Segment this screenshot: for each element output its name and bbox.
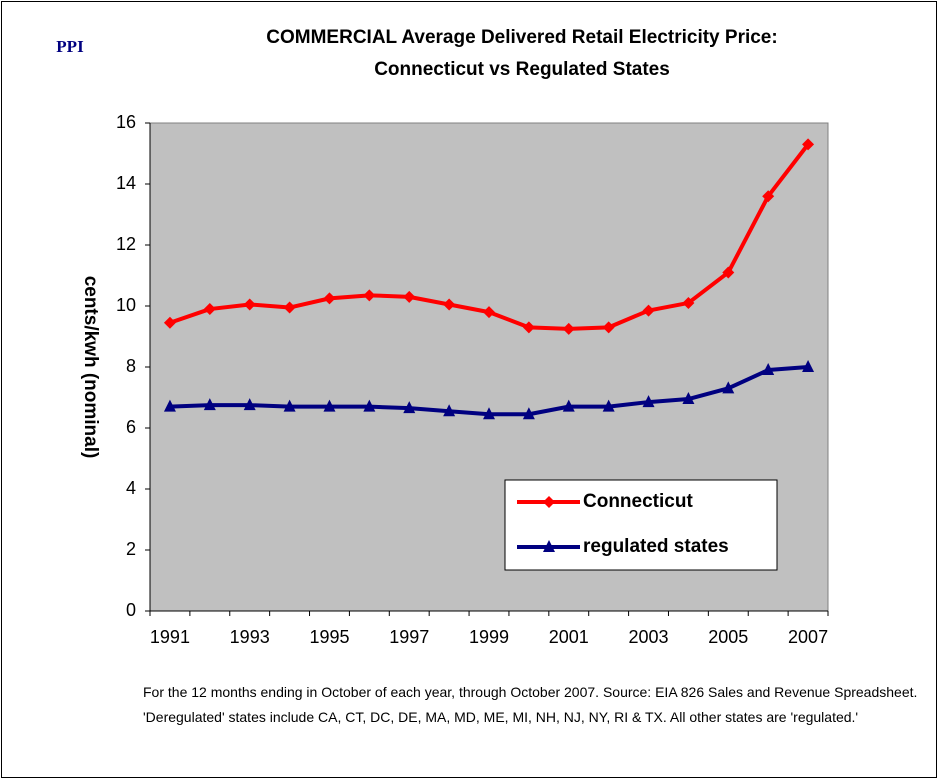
diamond-marker xyxy=(163,316,176,329)
y-tick-label: 4 xyxy=(126,478,136,498)
triangle-marker xyxy=(642,395,655,408)
diamond-marker xyxy=(762,190,775,203)
triangle-marker xyxy=(762,363,775,376)
diamond-marker xyxy=(363,289,376,302)
triangle-marker xyxy=(682,392,695,405)
legend-marker xyxy=(543,540,555,552)
legend-label: Connecticut xyxy=(583,491,693,512)
diamond-marker xyxy=(562,322,575,335)
triangle-marker xyxy=(443,404,456,417)
x-tick-label: 2003 xyxy=(629,627,669,647)
diamond-marker xyxy=(522,321,535,334)
x-tick-label: 2005 xyxy=(708,627,748,647)
triangle-marker xyxy=(403,401,416,414)
diamond-marker xyxy=(682,296,695,309)
triangle-marker xyxy=(283,399,296,412)
y-tick-label: 12 xyxy=(116,234,136,254)
triangle-marker xyxy=(243,398,256,411)
x-tick-label: 2007 xyxy=(788,627,828,647)
triangle-marker xyxy=(602,399,615,412)
x-tick-label: 1993 xyxy=(230,627,270,647)
triangle-marker xyxy=(363,399,376,412)
legend-marker xyxy=(543,496,555,508)
triangle-marker xyxy=(722,381,735,394)
diamond-marker xyxy=(403,290,416,303)
diamond-marker xyxy=(722,266,735,279)
y-tick-label: 10 xyxy=(116,295,136,315)
triangle-marker xyxy=(323,399,336,412)
triangle-marker xyxy=(562,399,575,412)
y-tick-label: 16 xyxy=(116,112,136,132)
diamond-marker xyxy=(443,298,456,311)
triangle-marker xyxy=(163,399,176,412)
x-tick-label: 2001 xyxy=(549,627,589,647)
diamond-marker xyxy=(283,301,296,314)
diamond-marker xyxy=(243,298,256,311)
triangle-marker xyxy=(483,407,495,420)
x-tick-label: 1995 xyxy=(309,627,349,647)
diamond-marker xyxy=(802,138,815,151)
y-tick-label: 0 xyxy=(126,600,136,620)
diamond-marker xyxy=(602,321,615,334)
legend-box xyxy=(504,479,778,571)
x-tick-label: 1997 xyxy=(389,627,429,647)
x-tick-label: 1991 xyxy=(150,627,190,647)
brand: PPI xyxy=(56,37,84,56)
triangle-marker xyxy=(203,398,216,411)
x-tick-label: 1999 xyxy=(469,627,509,647)
diamond-marker xyxy=(483,306,495,319)
y-tick-label: 6 xyxy=(126,417,136,437)
triangle-marker xyxy=(522,407,535,420)
y-tick-label: 14 xyxy=(116,173,136,193)
chart-title: COMMERCIAL Average Delivered Retail Elec… xyxy=(266,27,777,48)
chart-subtitle: Connecticut vs Regulated States xyxy=(374,59,670,80)
y-tick-label: 2 xyxy=(126,539,136,559)
y-axis-label: cents/kwh (nominal) xyxy=(80,276,101,459)
diamond-marker xyxy=(203,303,216,316)
triangle-marker xyxy=(802,360,815,372)
footnote: For the 12 months ending in October of e… xyxy=(143,684,918,725)
y-tick-label: 8 xyxy=(126,356,136,376)
diamond-marker xyxy=(642,304,655,317)
diamond-marker xyxy=(323,292,336,305)
legend-label: regulated states xyxy=(583,536,729,557)
